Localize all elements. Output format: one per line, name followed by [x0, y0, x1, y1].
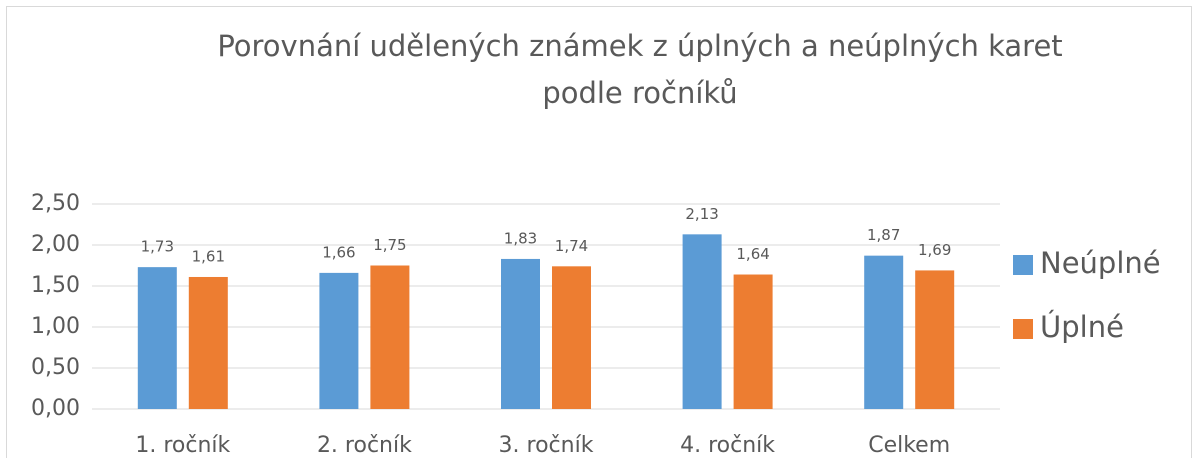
legend-label: Úplné: [1040, 310, 1124, 344]
chart-title: Porovnání udělených známek z úplných a n…: [217, 29, 1062, 63]
x-tick-label: 2. ročník: [317, 433, 412, 458]
x-tick-label: 4. ročník: [680, 433, 775, 458]
x-tick-label: 1. ročník: [135, 433, 230, 458]
data-label: 1,61: [192, 247, 225, 265]
bar: [188, 276, 228, 409]
data-label: 1,69: [918, 241, 951, 259]
data-label: 1,87: [867, 226, 900, 244]
data-label: 1,66: [322, 243, 355, 261]
chart-border: [6, 6, 1192, 458]
legend-swatch: [1013, 319, 1033, 339]
y-tick-label: 2,00: [31, 232, 80, 257]
bar: [915, 270, 955, 409]
bar: [501, 258, 540, 409]
y-tick-label: 1,50: [31, 273, 80, 298]
x-tick-label: 3. ročník: [499, 433, 594, 458]
data-label: 2,13: [685, 205, 718, 223]
data-label: 1,73: [141, 238, 174, 256]
bar: [552, 266, 591, 409]
y-tick-label: 0,50: [31, 355, 80, 380]
data-label: 1,64: [736, 245, 769, 263]
y-tick-label: 2,50: [31, 191, 80, 216]
chart-title: podle ročníků: [542, 76, 737, 110]
data-label: 1,74: [555, 237, 588, 255]
bar: [864, 255, 904, 409]
bar: [370, 265, 410, 409]
x-tick-label: Celkem: [868, 433, 950, 458]
bar: [137, 267, 177, 409]
data-label: 1,83: [504, 229, 537, 247]
bar: [319, 272, 359, 409]
legend-swatch: [1013, 255, 1033, 275]
y-tick-label: 1,00: [31, 314, 80, 339]
data-label: 1,75: [373, 236, 406, 254]
bar: [733, 274, 773, 409]
bar: [682, 234, 722, 409]
legend-label: Neúplné: [1040, 246, 1161, 280]
y-tick-label: 0,00: [31, 396, 80, 421]
